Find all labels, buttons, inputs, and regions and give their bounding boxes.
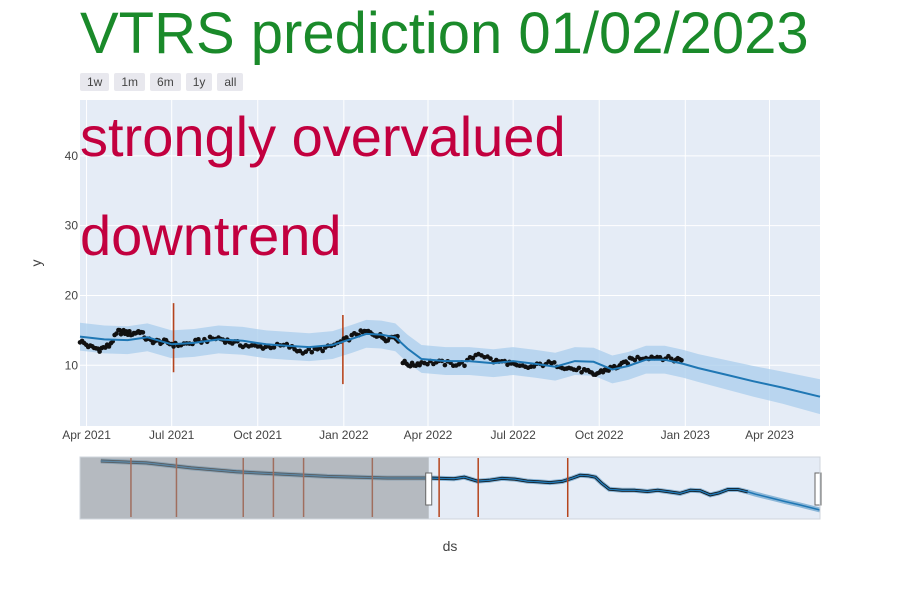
data-point xyxy=(97,349,102,354)
data-point xyxy=(425,361,430,367)
range-button-6m[interactable]: 6m xyxy=(150,73,181,91)
range-button-all[interactable]: all xyxy=(217,73,244,91)
data-point xyxy=(679,358,684,363)
range-button-1y[interactable]: 1y xyxy=(185,73,213,91)
data-point xyxy=(171,344,176,349)
chart-title: VTRS prediction 01/02/2023 xyxy=(80,1,809,66)
data-point xyxy=(552,360,557,365)
data-point xyxy=(320,348,326,354)
x-axis-ticks: Apr 2021 Jul 2021 Oct 2021 Jan 2022 Apr 2022… xyxy=(62,428,794,442)
range-selector: 1w 1m 6m 1y all xyxy=(80,73,244,91)
annotation-valuation: strongly overvalued xyxy=(80,105,566,168)
y-tick-label: 30 xyxy=(65,219,79,233)
data-point xyxy=(488,356,493,361)
data-point xyxy=(531,364,537,369)
data-point xyxy=(114,331,119,336)
range-button-1w[interactable]: 1w xyxy=(80,73,110,91)
data-point xyxy=(407,364,413,369)
slider-handle-left[interactable] xyxy=(425,472,433,506)
event-markers xyxy=(172,303,344,385)
slider-mask xyxy=(80,457,429,519)
slider-border xyxy=(79,456,821,520)
data-point xyxy=(303,349,309,355)
annotation-trend: downtrend xyxy=(80,204,342,267)
x-axis-title: ds xyxy=(443,538,458,554)
x-tick-label: Jan 2023 xyxy=(661,428,711,442)
data-point xyxy=(442,362,448,368)
data-point xyxy=(196,337,201,342)
data-point xyxy=(579,370,584,375)
data-point xyxy=(632,357,638,363)
x-tick-label: Apr 2021 xyxy=(62,428,111,442)
x-tick-label: Jan 2022 xyxy=(319,428,369,442)
data-point xyxy=(140,330,146,335)
data-point xyxy=(462,363,467,369)
data-point xyxy=(470,355,476,361)
data-point xyxy=(576,365,582,371)
data-point xyxy=(127,329,132,334)
x-tick-label: Apr 2023 xyxy=(745,428,794,442)
range-slider[interactable] xyxy=(79,456,822,520)
data-point xyxy=(271,345,277,350)
x-tick-label: Jul 2021 xyxy=(149,428,195,442)
data-point xyxy=(344,335,349,340)
y-axis-title: y xyxy=(28,260,44,267)
trend-line xyxy=(79,332,821,398)
range-button-1m[interactable]: 1m xyxy=(114,73,146,91)
x-tick-label: Apr 2022 xyxy=(404,428,453,442)
x-tick-label: Jul 2022 xyxy=(490,428,536,442)
y-tick-label: 20 xyxy=(65,288,79,302)
slider-handle-right[interactable] xyxy=(814,472,822,506)
y-tick-label: 10 xyxy=(65,358,79,372)
data-point xyxy=(309,349,315,355)
y-tick-label: 40 xyxy=(65,149,79,163)
x-tick-label: Oct 2022 xyxy=(575,428,624,442)
y-axis-ticks: 10 20 30 40 xyxy=(65,149,79,372)
x-tick-label: Oct 2021 xyxy=(233,428,282,442)
